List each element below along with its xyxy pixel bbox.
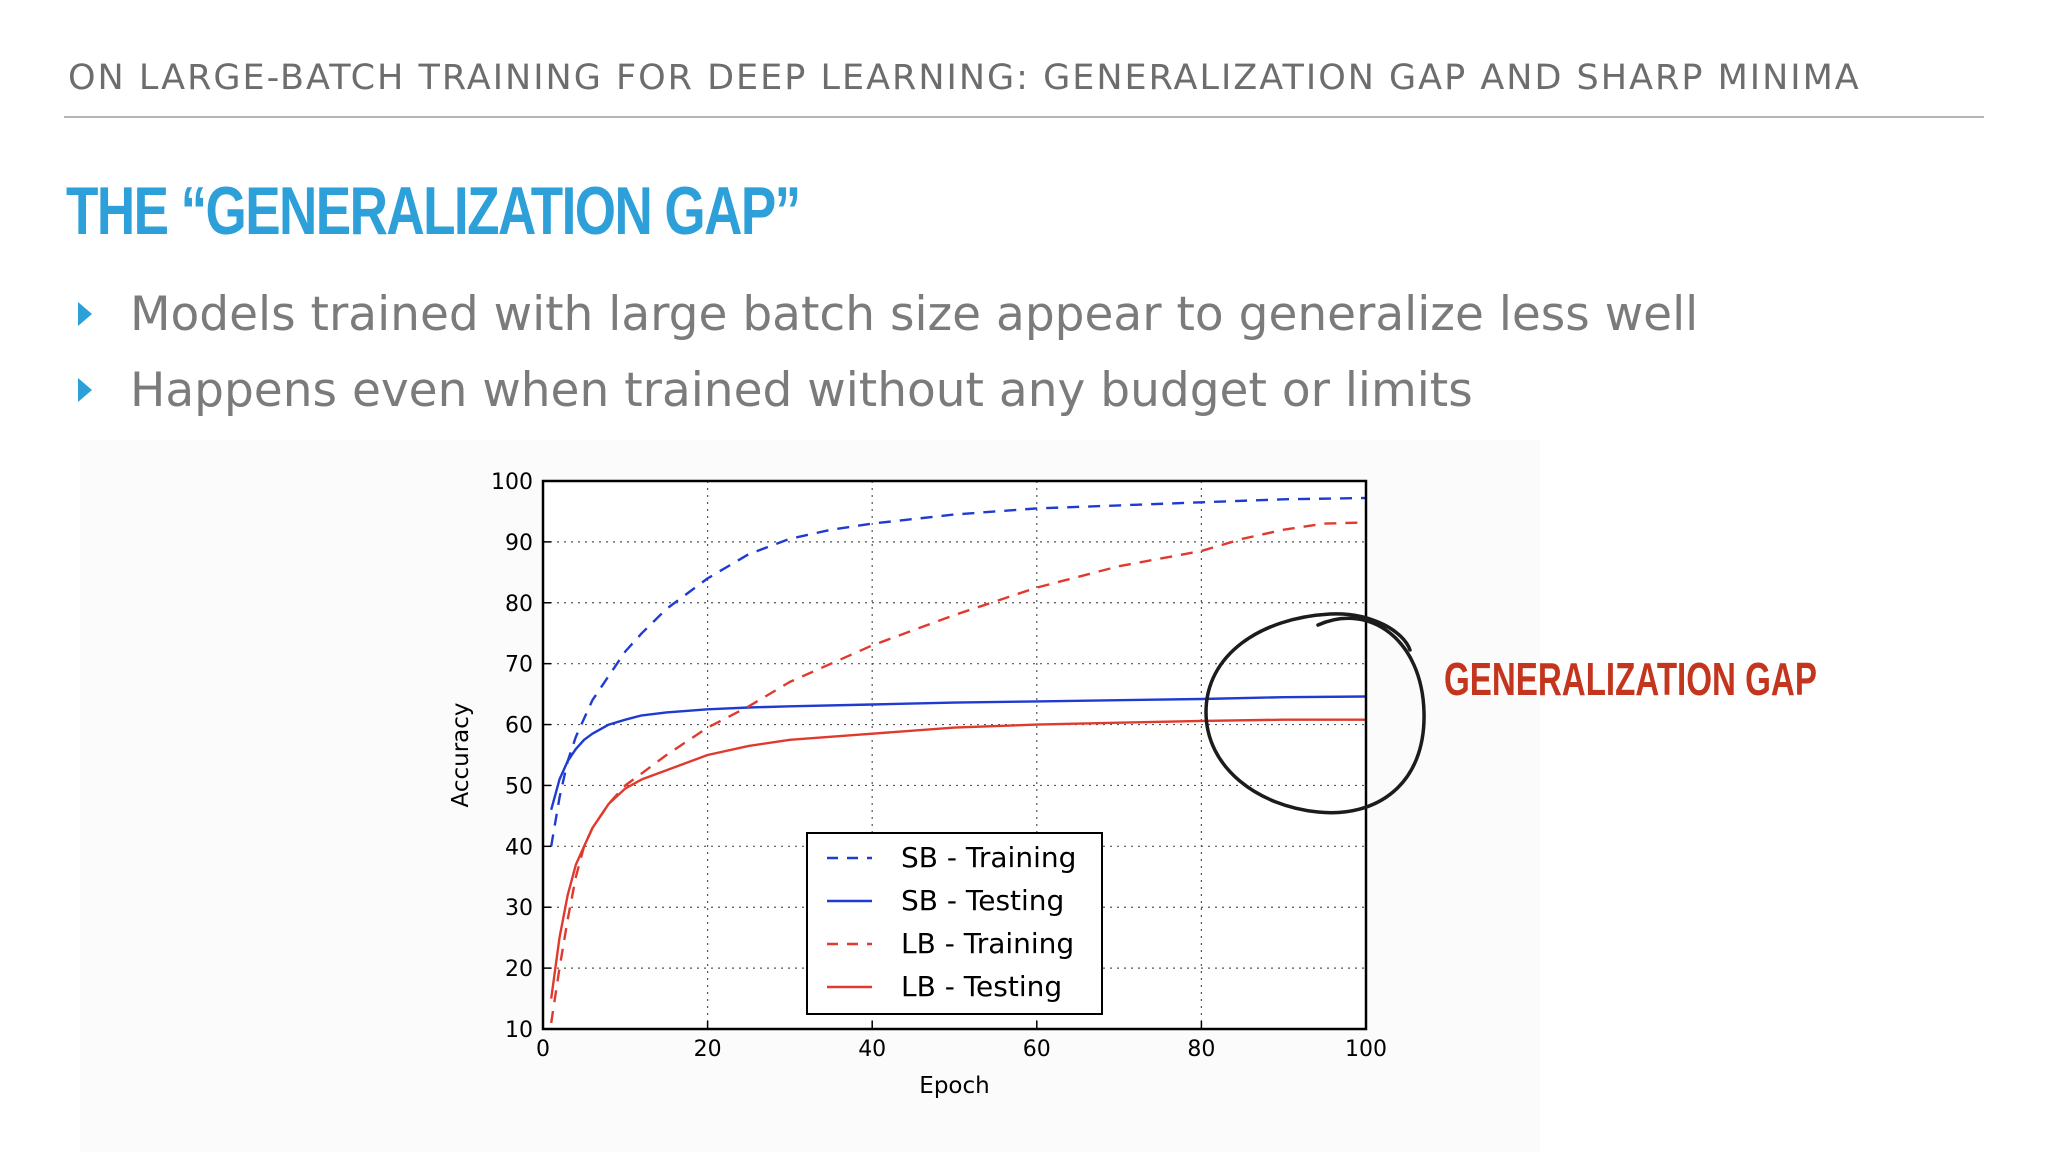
bullet-triangle-icon xyxy=(78,378,92,402)
bullet-item: Models trained with large batch size app… xyxy=(72,276,1698,352)
y-tick-label: 90 xyxy=(505,531,533,556)
legend-box xyxy=(806,832,1103,1015)
x-tick-label: 80 xyxy=(1187,1037,1215,1062)
y-tick-label: 10 xyxy=(505,1018,533,1043)
bullet-text: Happens even when trained without any bu… xyxy=(130,362,1473,418)
slide-title: THE “GENERALIZATION GAP” xyxy=(66,173,801,249)
y-tick-label: 60 xyxy=(505,714,533,739)
legend-label: SB - Testing xyxy=(901,884,1064,917)
deck-header: ON LARGE-BATCH TRAINING FOR DEEP LEARNIN… xyxy=(68,58,1861,98)
x-tick-label: 40 xyxy=(858,1037,886,1062)
series-line xyxy=(550,718,1366,999)
header-divider xyxy=(64,116,1984,118)
legend-label: SB - Training xyxy=(901,841,1076,874)
x-tick-label: 60 xyxy=(1023,1037,1051,1062)
y-tick-label: 80 xyxy=(505,592,533,617)
y-tick-label: 70 xyxy=(505,653,533,678)
bullet-triangle-icon xyxy=(78,302,92,326)
x-axis-label: Epoch xyxy=(919,1073,989,1099)
y-tick-label: 100 xyxy=(491,470,533,495)
gap-circle xyxy=(1204,612,1426,815)
x-tick-label: 20 xyxy=(694,1037,722,1062)
y-tick-label: 50 xyxy=(505,774,533,799)
y-axis-label: Accuracy xyxy=(448,702,474,807)
legend-label: LB - Training xyxy=(901,927,1074,960)
bullet-list: Models trained with large batch size app… xyxy=(72,276,1698,428)
plot-frame xyxy=(541,479,1368,1031)
legend-label: LB - Testing xyxy=(901,970,1062,1003)
y-tick-label: 40 xyxy=(505,835,533,860)
generalization-gap-label: GENERALIZATION GAP xyxy=(1444,653,1817,705)
bullet-item: Happens even when trained without any bu… xyxy=(72,352,1698,428)
bullet-text: Models trained with large batch size app… xyxy=(130,286,1699,342)
series-line xyxy=(550,695,1367,811)
x-tick-label: 100 xyxy=(1345,1037,1387,1062)
y-tick-label: 20 xyxy=(505,957,533,982)
x-tick-label: 0 xyxy=(536,1037,550,1062)
y-tick-label: 30 xyxy=(505,896,533,921)
series-line xyxy=(550,521,1367,1024)
series-line xyxy=(550,496,1367,847)
